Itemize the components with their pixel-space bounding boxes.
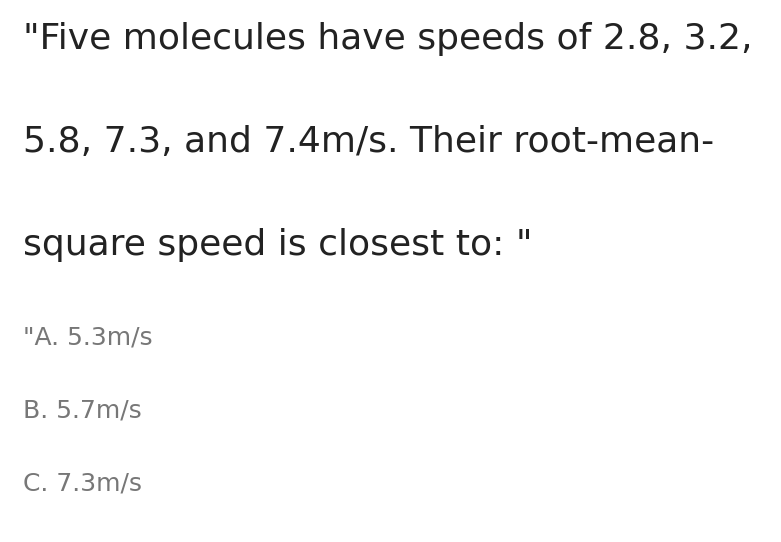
Text: 5.8, 7.3, and 7.4m/s. Their root-mean-: 5.8, 7.3, and 7.4m/s. Their root-mean- <box>23 125 715 159</box>
Text: "A. 5.3m/s: "A. 5.3m/s <box>23 325 153 349</box>
Text: square speed is closest to: ": square speed is closest to: " <box>23 228 533 262</box>
Text: B. 5.7m/s: B. 5.7m/s <box>23 398 142 422</box>
Text: "Five molecules have speeds of 2.8, 3.2,: "Five molecules have speeds of 2.8, 3.2, <box>23 22 753 56</box>
Text: C. 7.3m/s: C. 7.3m/s <box>23 472 142 495</box>
